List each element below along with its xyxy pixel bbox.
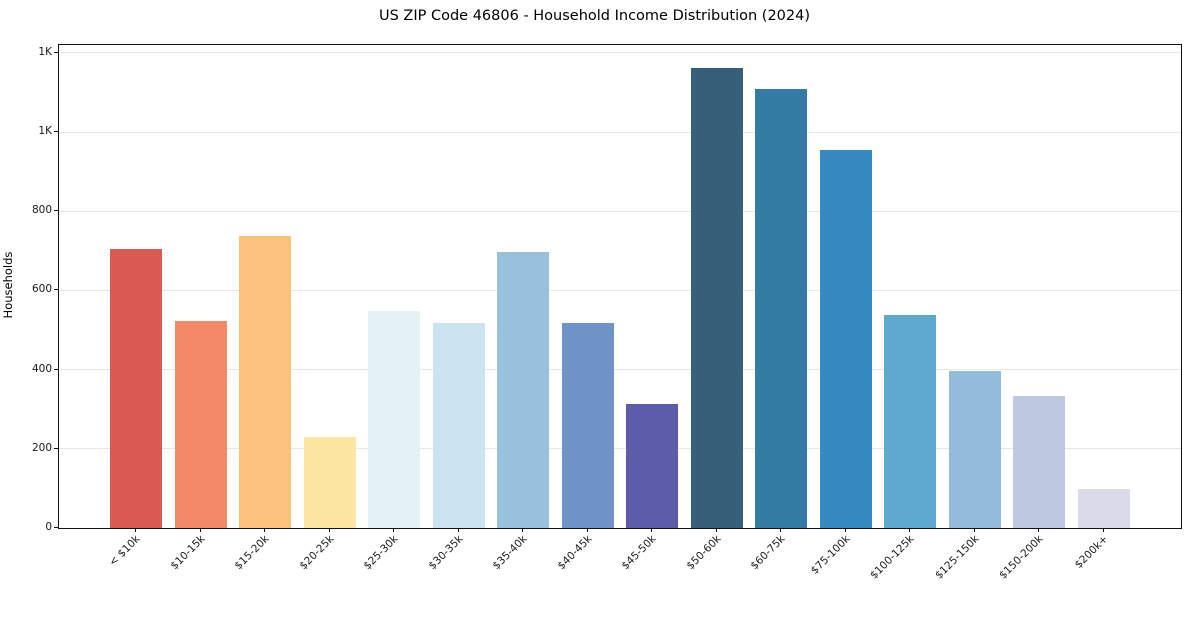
x-tick-mark (780, 528, 781, 532)
bar-75-100k (819, 149, 872, 528)
bar-40-45k (561, 322, 614, 528)
bar-100-125k (884, 314, 936, 528)
y-tick-label: 1K (38, 125, 52, 138)
chart-title: US ZIP Code 46806 - Household Income Dis… (378, 8, 811, 24)
y-tick-mark (54, 131, 58, 133)
bar-25-30k (368, 311, 420, 528)
y-tick-label: 600 (31, 283, 52, 296)
bar-200k (1077, 489, 1130, 528)
bar-50-60k (690, 67, 743, 528)
x-tick-mark (973, 528, 975, 532)
y-tick-mark (54, 210, 58, 212)
bar-10k (110, 248, 162, 528)
x-tick-mark (328, 528, 330, 532)
bar-150-200k (1013, 396, 1065, 528)
x-tick-mark (715, 528, 717, 532)
y-tick-label: 1K (38, 45, 52, 58)
y-tick-mark (54, 527, 58, 528)
y-tick-label: 200 (31, 441, 52, 454)
y-tick-mark (54, 447, 58, 449)
y-gridline (59, 448, 1181, 450)
y-tick-mark (54, 368, 58, 370)
y-tick-mark (54, 51, 58, 53)
y-tick-label: 0 (45, 521, 52, 533)
bar-10-15k (174, 320, 227, 528)
x-tick-mark (844, 528, 846, 532)
y-gridline (59, 289, 1181, 291)
y-gridline (59, 210, 1181, 212)
x-tick-mark (651, 528, 652, 532)
x-tick-mark (586, 528, 588, 532)
y-tick-label: 800 (31, 204, 52, 217)
bar-35-40k (497, 252, 549, 528)
y-gridline (59, 131, 1181, 133)
y-gridline (59, 52, 1181, 54)
bar-15-20k (239, 236, 291, 528)
x-tick-mark (1102, 528, 1104, 532)
x-tick-mark (1038, 528, 1039, 532)
plot-area (58, 44, 1182, 529)
y-gridline (59, 369, 1181, 371)
x-tick-mark (393, 528, 394, 532)
x-tick-mark (909, 528, 910, 532)
x-tick-mark (135, 528, 136, 532)
x-tick-mark (457, 528, 459, 532)
y-tick-label: 400 (31, 362, 52, 375)
y-tick-mark (54, 289, 58, 291)
chart-figure: US ZIP Code 46806 - Household Income Dis… (1, 8, 1182, 582)
bar-45-50k (626, 403, 678, 528)
bar-30-35k (432, 323, 485, 528)
x-tick-mark (522, 528, 523, 532)
bar-20-25k (303, 436, 356, 528)
bar-60-75k (755, 88, 807, 528)
x-tick-mark (264, 528, 265, 532)
bar-125-150k (948, 371, 1001, 528)
x-tick-mark (199, 528, 201, 532)
